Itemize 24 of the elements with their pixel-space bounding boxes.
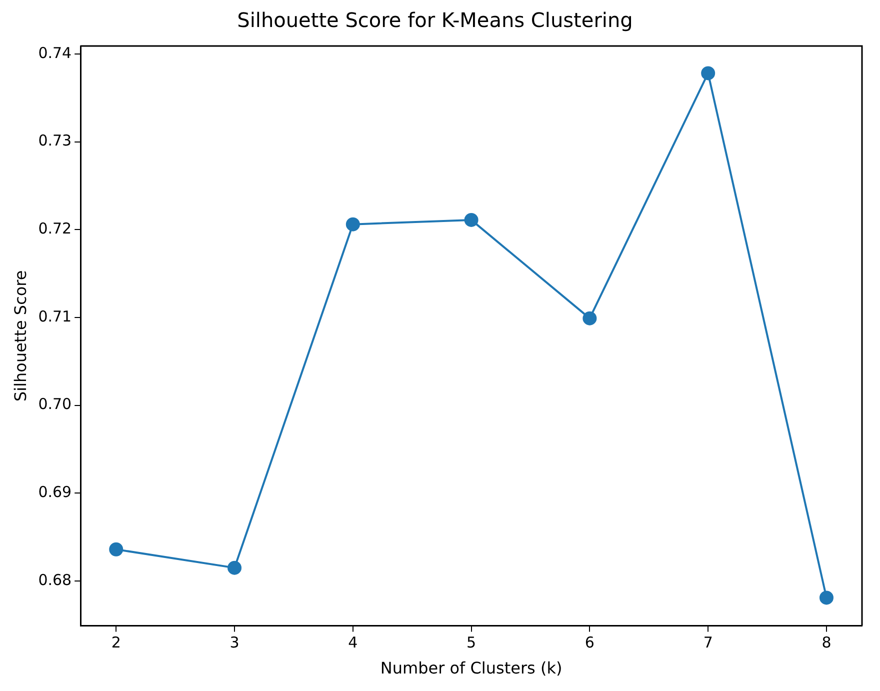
point: [819, 590, 834, 605]
x-axis-title: Number of Clusters (k): [380, 658, 562, 678]
y-tick-label: 0.73: [38, 132, 72, 150]
y-tick-label: 0.74: [38, 44, 72, 62]
y-axis-title: Silhouette Score: [10, 270, 30, 402]
chart-title: Silhouette Score for K-Means Clustering: [237, 8, 633, 32]
y-tick-label: 0.72: [38, 219, 72, 238]
x-tick-label: 4: [348, 634, 358, 652]
point: [109, 542, 124, 556]
point: [701, 66, 716, 80]
x-tick-label: 3: [230, 634, 240, 652]
x-tick-label: 7: [703, 634, 713, 652]
x-tick-label: 6: [584, 634, 594, 652]
y-tick-label: 0.71: [38, 307, 72, 326]
y-tick-label: 0.68: [38, 570, 72, 589]
x-tick-label: 8: [822, 634, 832, 652]
x-tick-label: 5: [466, 634, 476, 652]
y-tick-label: 0.70: [38, 395, 72, 414]
point: [464, 212, 478, 227]
x-tick-label: 2: [111, 634, 121, 652]
point: [582, 311, 597, 326]
point: [228, 560, 242, 575]
point: [346, 217, 360, 232]
y-tick-label: 0.69: [38, 483, 72, 502]
